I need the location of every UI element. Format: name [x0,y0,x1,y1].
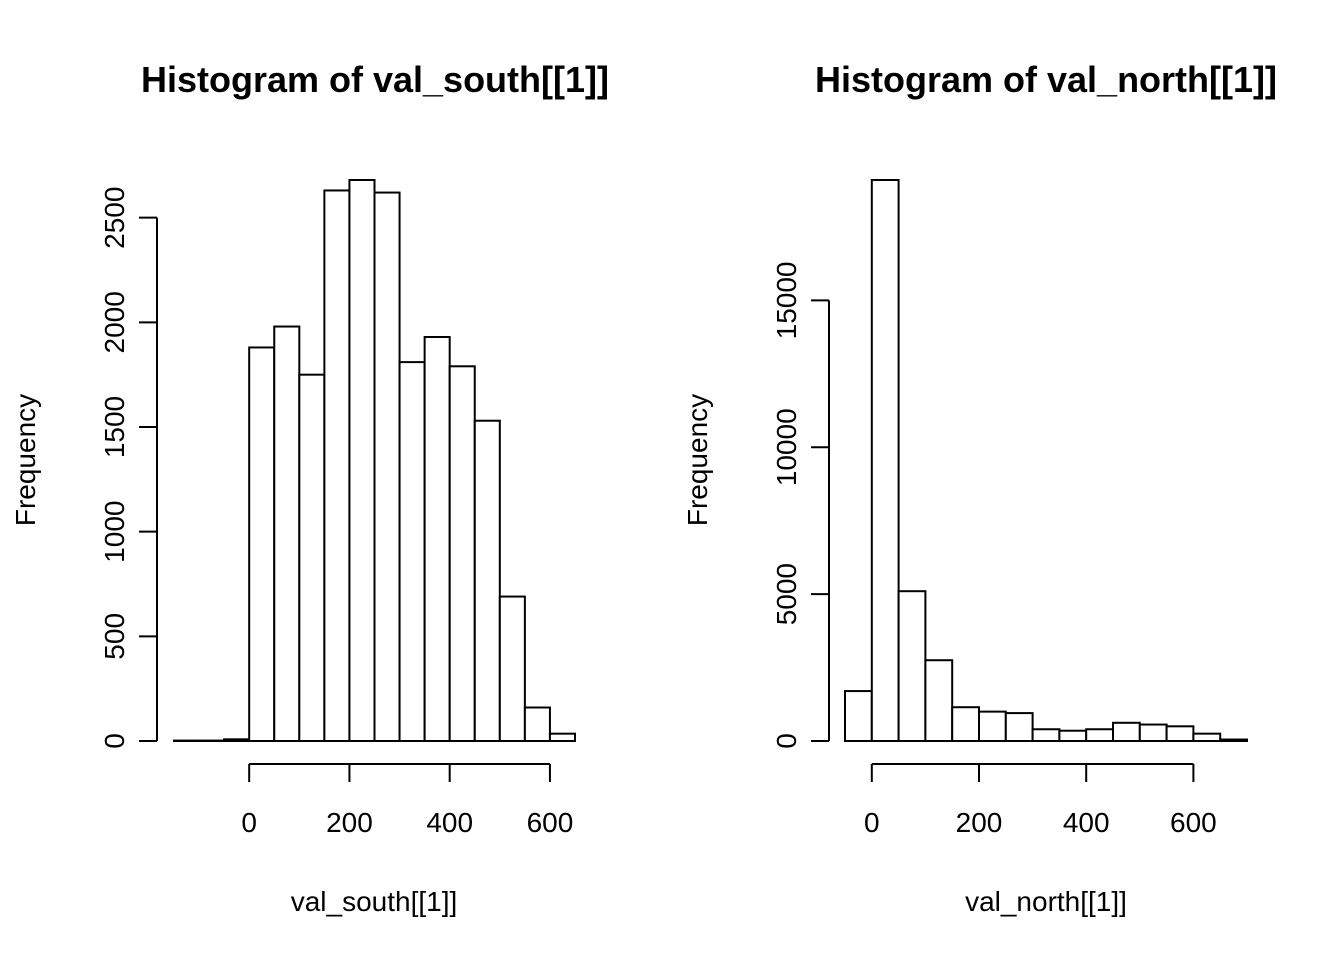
histogram-bar [298,373,326,742]
y-axis-south: 0 500 1000 1500 2000 2500 [99,187,158,749]
histogram-bar [523,706,551,742]
y-axis-label-north: Frequency [682,394,713,526]
chart-title-south: Histogram of val_south[[1]] [141,59,609,100]
histogram-bar [273,325,301,742]
x-tick-label: 200 [326,807,373,838]
panel-south: Histogram of val_south[[1]] val_south[[1… [10,59,609,917]
y-tick-label: 2500 [99,187,130,249]
histogram-bar [548,732,576,743]
histogram-bar [1165,725,1195,743]
histogram-bar [1192,732,1222,742]
histogram-bar [978,710,1007,743]
histogram-bar [870,179,900,742]
histogram-bar [844,690,873,742]
y-axis-label-south: Frequency [10,394,41,526]
histogram-bar [323,189,351,742]
histogram-bar [448,365,476,742]
x-tick-label: 600 [1170,807,1217,838]
histogram-bar [248,346,276,742]
histogram-bar [498,595,526,742]
y-tick-label: 15000 [771,261,802,339]
y-tick-label: 5000 [771,563,802,625]
x-tick-label: 400 [1063,807,1110,838]
x-tick-label: 400 [426,807,473,838]
x-tick-label: 0 [864,807,880,838]
histogram-bar [373,191,401,743]
y-tick-label: 0 [99,733,130,749]
bars-south [173,179,576,743]
y-axis-north: 0 5000 10000 15000 [771,261,830,749]
panel-north: Histogram of val_north[[1]] val_north[[1… [682,59,1277,917]
y-tick-label: 0 [771,733,802,749]
y-tick-label: 1000 [99,501,130,563]
x-axis-label-north: val_north[[1]] [965,886,1127,917]
y-tick-label: 500 [99,613,130,660]
y-tick-label: 10000 [771,408,802,486]
x-tick-label: 600 [527,807,574,838]
histogram-bar [1058,729,1088,743]
histogram-bar [348,179,376,742]
histogram-bar [223,738,251,743]
histogram-bar [924,659,954,742]
y-tick-label: 2000 [99,291,130,353]
histogram-bar [473,419,501,742]
histogram-bar [951,706,981,743]
histogram-bar [1085,728,1114,742]
x-tick-label: 0 [241,807,257,838]
x-tick-label: 200 [956,807,1003,838]
histogram-bar [1219,738,1248,743]
histogram-bar [1031,728,1061,742]
histogram-bar [1112,721,1141,743]
histogram-bar [897,590,927,742]
histogram-bar [1138,723,1168,742]
histogram-bar [398,361,426,742]
x-axis-label-south: val_south[[1]] [291,886,458,917]
bars-north [844,179,1248,743]
y-tick-label: 1500 [99,396,130,458]
histogram-bar [423,335,451,742]
histogram-bar [1004,712,1034,743]
x-axis-north: 0 200 400 600 [864,763,1217,838]
x-axis-south: 0 200 400 600 [241,763,574,838]
chart-title-north: Histogram of val_north[[1]] [815,59,1277,100]
